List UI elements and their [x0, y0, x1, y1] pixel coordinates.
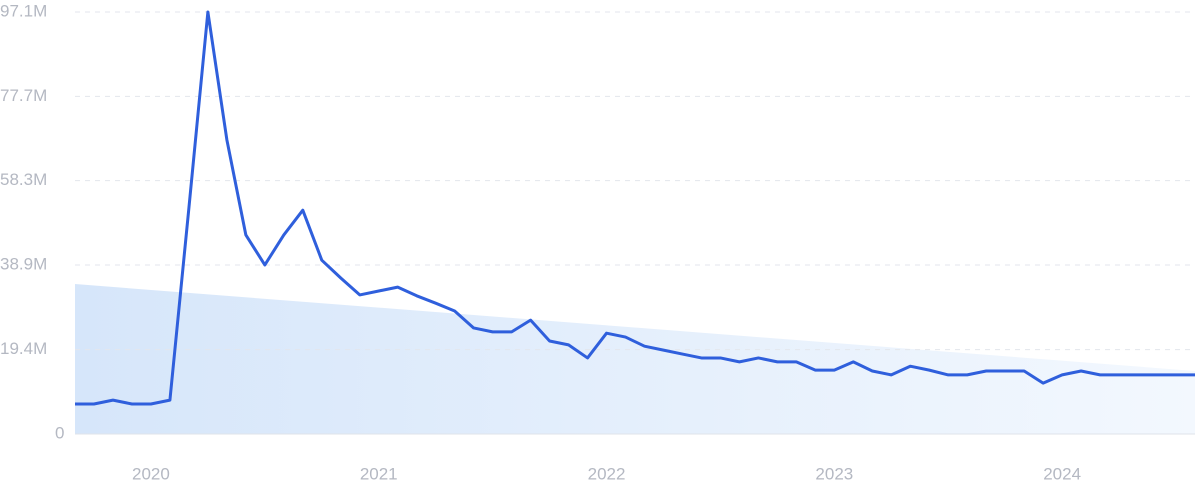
x-tick-label: 2021: [360, 464, 398, 483]
y-tick-label: 0: [55, 423, 64, 442]
line: [75, 10, 1195, 406]
y-tick-label: 77.7M: [0, 86, 47, 105]
y-tick-label: 58.3M: [0, 170, 47, 189]
x-tick-label: 2020: [132, 464, 170, 483]
x-tick-label: 2024: [1043, 464, 1081, 483]
y-tick-label: 38.9M: [0, 254, 47, 273]
trend-area: [75, 284, 1195, 434]
x-tick-label: 2022: [588, 464, 626, 483]
y-tick-label: 19.4M: [0, 339, 47, 358]
y-tick-label: 97.1M: [0, 1, 47, 20]
x-tick-label: 2023: [815, 464, 853, 483]
